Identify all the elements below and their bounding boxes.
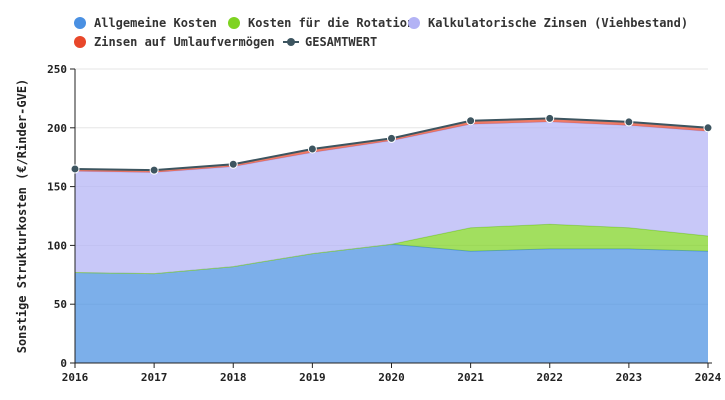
x-tick-label-2023: 2023	[616, 371, 643, 384]
axes: 0 50 100 150 200 250 2016 2017 2018 2019 2020 2021 2…	[47, 63, 721, 384]
area-series-1	[75, 224, 708, 274]
total-line	[70, 113, 713, 175]
total-point-2019	[307, 144, 317, 154]
legend-item-0[interactable]: Allgemeine Kosten	[74, 16, 217, 30]
legend-label-3: Zinsen auf Umlaufvermögen	[94, 35, 275, 49]
legend-item-4[interactable]: GESAMTWERT	[283, 35, 377, 49]
total-point-2024	[703, 123, 713, 133]
total-point-2022	[545, 113, 555, 123]
legend-swatch-4	[287, 38, 295, 46]
legend-item-3[interactable]: Zinsen auf Umlaufvermögen	[74, 35, 275, 49]
legend-swatch-2	[408, 17, 420, 29]
area-series-0	[75, 244, 708, 363]
x-tick-label-2024: 2024	[695, 371, 722, 384]
x-tick-label-2021: 2021	[457, 371, 484, 384]
y-tick-label-50: 50	[54, 298, 67, 311]
total-point-2021	[466, 116, 476, 126]
total-point-2016	[70, 164, 80, 174]
x-tick-label-2017: 2017	[141, 371, 168, 384]
total-point-2017	[149, 165, 159, 175]
y-tick-label-200: 200	[47, 122, 67, 135]
legend-label-1: Kosten für die Rotation	[248, 16, 414, 30]
legend-label-0: Allgemeine Kosten	[94, 16, 217, 30]
area-series-2	[75, 121, 708, 274]
legend-item-1[interactable]: Kosten für die Rotation	[228, 16, 414, 30]
x-tick-label-2016: 2016	[62, 371, 89, 384]
x-tick-label-2019: 2019	[299, 371, 326, 384]
legend-item-2[interactable]: Kalkulatorische Zinsen (Viehbestand)	[408, 16, 688, 30]
x-tick-label-2022: 2022	[537, 371, 564, 384]
y-tick-label-150: 150	[47, 181, 67, 194]
y-axis-title: Sonstige Strukturkosten (€/Rinder-GVE)	[15, 79, 29, 354]
legend-swatch-1	[228, 17, 240, 29]
legend: Allgemeine Kosten Kosten für die Rotation…	[74, 16, 688, 49]
total-point-2018	[228, 159, 238, 169]
x-tick-label-2020: 2020	[378, 371, 405, 384]
series-areas	[74, 117, 709, 363]
y-tick-label-0: 0	[60, 357, 67, 370]
total-point-2020	[387, 133, 396, 143]
total-point-2023	[624, 117, 634, 127]
legend-label-4: GESAMTWERT	[305, 35, 377, 49]
legend-label-2: Kalkulatorische Zinsen (Viehbestand)	[428, 16, 688, 30]
y-tick-label-250: 250	[47, 63, 67, 76]
x-tick-label-2018: 2018	[220, 371, 247, 384]
legend-swatch-3	[74, 36, 86, 48]
legend-swatch-0	[74, 17, 86, 29]
y-tick-label-100: 100	[47, 239, 67, 252]
